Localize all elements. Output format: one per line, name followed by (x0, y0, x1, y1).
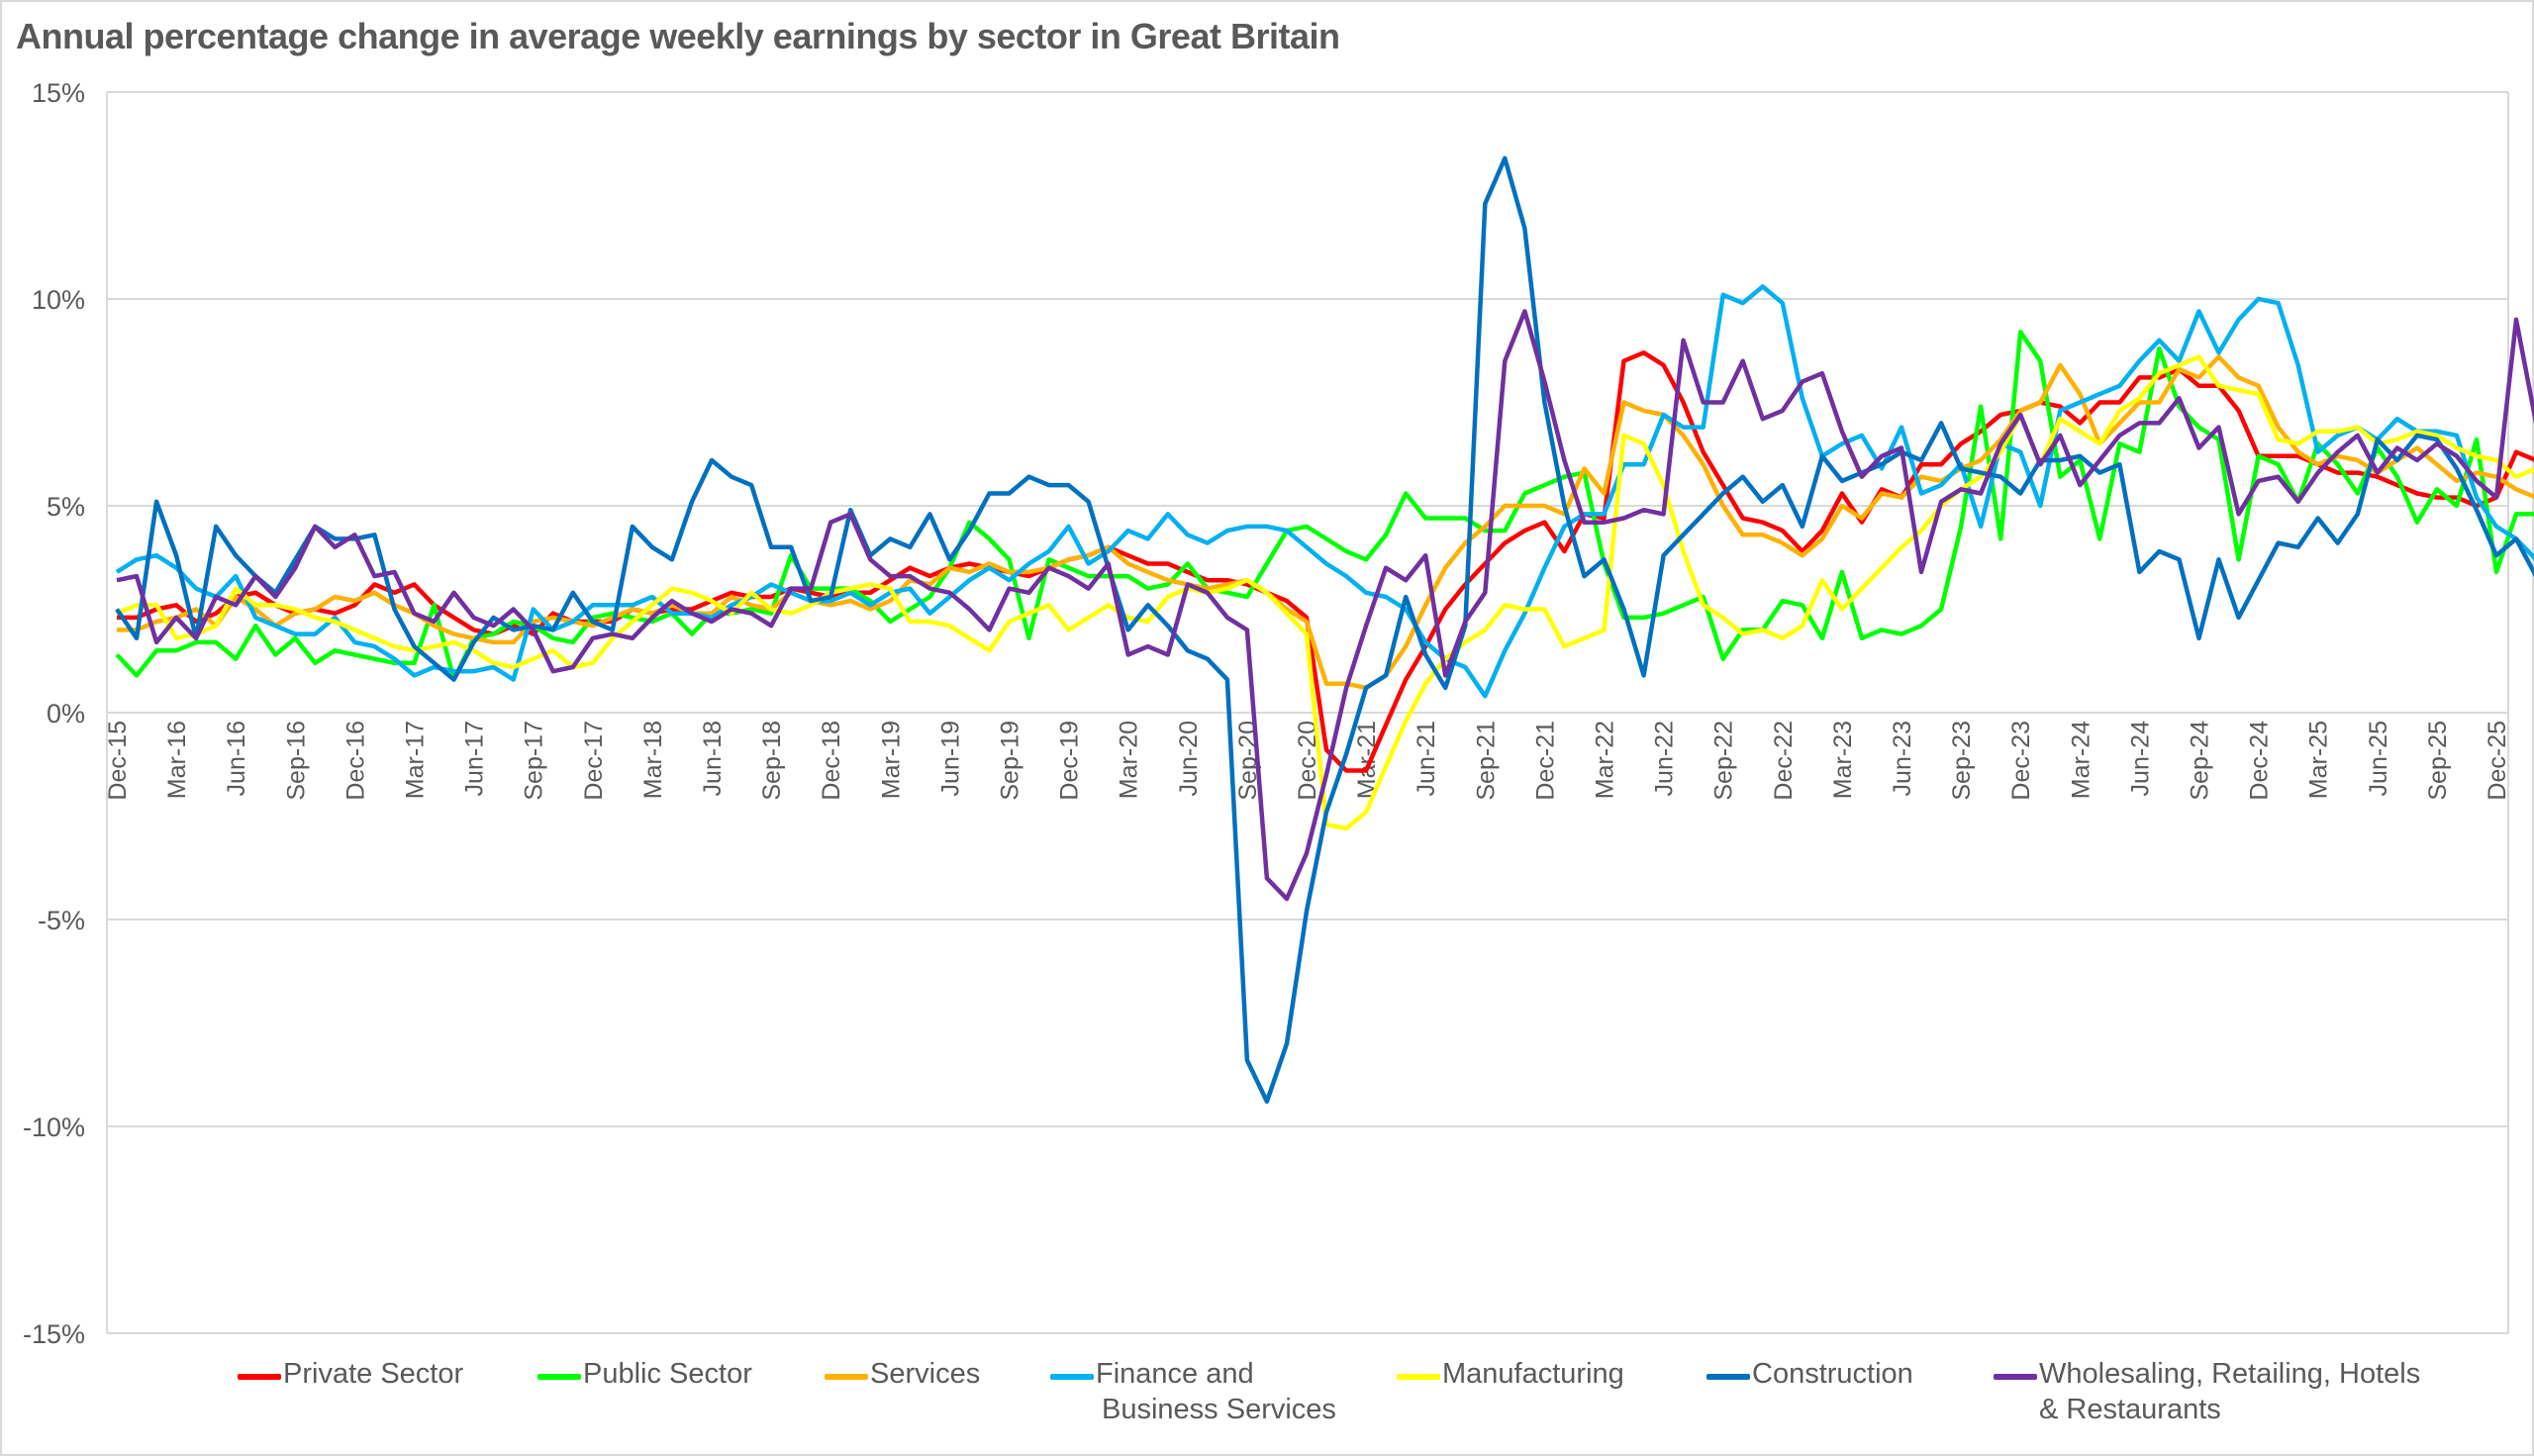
x-tick-label: Dec-17 (580, 721, 608, 801)
x-tick-label: Mar-23 (1829, 721, 1857, 799)
legend-label: Public Sector (583, 1358, 752, 1390)
legend-label-line: Wholesaling, Retailing, Hotels (2039, 1358, 2421, 1390)
x-tick-label: Jun-23 (1889, 721, 1916, 796)
legend-label: Construction (1752, 1358, 1913, 1390)
y-axis-ticks: 15% 10% 5% 0% -5% -10% -15% (23, 78, 85, 1349)
x-tick-label: Mar-16 (163, 721, 191, 799)
legend-label: Manufacturing (1442, 1358, 1624, 1390)
legend-swatch-construction (1706, 1374, 1750, 1380)
x-tick-label: Dec-15 (104, 721, 132, 801)
legend-swatch-public-sector (537, 1374, 581, 1380)
x-tick-label: Sep-16 (282, 721, 310, 801)
x-tick-label: Dec-19 (1056, 721, 1084, 801)
x-tick-label: Mar-20 (1116, 721, 1143, 799)
series-line-construction (115, 155, 2534, 1105)
x-tick-label: Mar-25 (2305, 721, 2333, 799)
x-tick-label: Jun-18 (699, 721, 727, 796)
x-tick-label: Dec-22 (1770, 721, 1798, 801)
x-tick-label: Sep-22 (1710, 721, 1738, 801)
legend-swatch-manufacturing (1397, 1374, 1440, 1380)
x-tick-label: Jun-22 (1651, 721, 1679, 796)
legend-label: Wholesaling, Retailing, Hotels & Restaur… (2039, 1356, 2420, 1427)
legend-label: Services (870, 1358, 981, 1390)
x-tick-label: Jun-19 (936, 721, 964, 796)
series-line-manufacturing (116, 354, 2534, 831)
x-tick-label: Mar-19 (877, 721, 905, 799)
gridlines (106, 91, 2509, 1334)
legend-label-line: Finance and (1096, 1358, 1254, 1390)
legend-item-wholesale-retail: Wholesaling, Retailing, Hotels & Restaur… (1994, 1356, 2420, 1427)
legend-item-services: Services (825, 1356, 980, 1392)
x-tick-label: Jun-21 (1413, 721, 1440, 796)
legend-item-public-sector: Public Sector (537, 1356, 752, 1392)
x-tick-label: Jun-17 (461, 721, 489, 796)
x-tick-label: Mar-22 (1592, 721, 1619, 799)
x-tick-label: Sep-23 (1948, 721, 1976, 801)
x-tick-label: Sep-25 (2424, 721, 2452, 801)
legend-item-construction: Construction (1706, 1356, 1913, 1392)
x-tick-label: Dec-23 (2007, 721, 2035, 801)
y-tick-label: 0% (47, 699, 85, 728)
legend-item-finance-business: Finance and Business Services (1050, 1356, 1336, 1427)
x-tick-label: Mar-18 (639, 721, 667, 799)
x-tick-label: Sep-17 (521, 721, 548, 801)
y-tick-label: -10% (23, 1113, 85, 1142)
y-tick-label: 5% (47, 492, 85, 522)
x-tick-label: Sep-24 (2187, 721, 2214, 801)
x-tick-label: Mar-17 (402, 721, 430, 799)
series-lines (115, 155, 2534, 1105)
legend-swatch-finance-business (1050, 1374, 1094, 1380)
series-line-wholesaling-retailing-hotels-restaurants (116, 309, 2534, 902)
x-tick-label: Dec-25 (2484, 721, 2511, 801)
legend-label: Finance and Business Services (1096, 1356, 1336, 1427)
x-tick-label: Dec-24 (2246, 721, 2274, 801)
legend-swatch-wholesale-retail (1994, 1374, 2037, 1380)
legend-item-private-sector: Private Sector (238, 1356, 463, 1392)
y-tick-label: 15% (32, 78, 85, 108)
x-tick-label: Jun-24 (2126, 721, 2154, 797)
legend: Private Sector Public Sector Services Fi… (0, 1356, 2534, 1455)
legend-swatch-private-sector (238, 1374, 281, 1380)
y-tick-label: -5% (38, 906, 85, 935)
x-tick-label: Sep-18 (758, 721, 786, 801)
x-tick-label: Dec-18 (818, 721, 845, 801)
x-tick-label: Dec-21 (1531, 721, 1559, 801)
x-tick-label: Jun-20 (1175, 721, 1203, 796)
x-tick-label: Sep-21 (1472, 721, 1500, 801)
x-tick-label: Dec-16 (341, 721, 369, 801)
x-tick-label: Jun-16 (223, 721, 250, 796)
y-tick-label: 10% (32, 285, 85, 315)
x-axis-ticks: Dec-15 Mar-16 Jun-16 Sep-16 Dec-16 Mar-17 Jun-… (104, 721, 2511, 801)
legend-swatch-services (825, 1374, 868, 1380)
y-tick-label: -15% (23, 1319, 85, 1349)
legend-item-manufacturing: Manufacturing (1397, 1356, 1624, 1392)
legend-label-line: & Restaurants (2039, 1394, 2221, 1425)
x-tick-label: Jun-25 (2365, 721, 2392, 796)
legend-label: Private Sector (283, 1358, 464, 1390)
legend-label-line: Business Services (1102, 1394, 1336, 1425)
series-line-finance-and-business-services (115, 284, 2534, 699)
series-line-services (117, 354, 2534, 691)
x-tick-label: Sep-19 (997, 721, 1024, 801)
x-tick-label: Mar-24 (2067, 721, 2095, 799)
chart-title: Annual percentage change in average week… (16, 16, 1340, 56)
